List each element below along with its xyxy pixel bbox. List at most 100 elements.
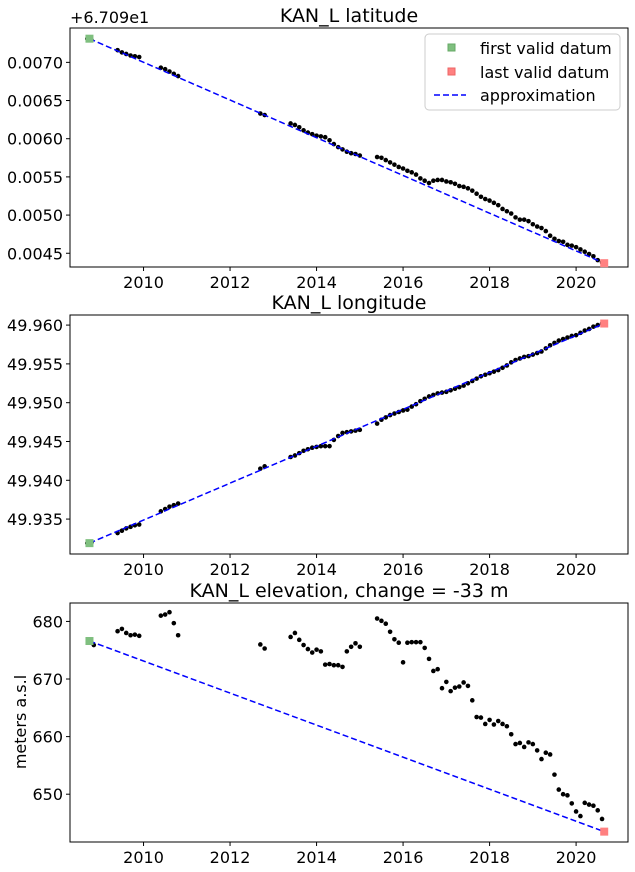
- data-point: [435, 666, 440, 672]
- data-point: [508, 211, 514, 216]
- data-point: [444, 179, 449, 184]
- y-tick-label: 680: [32, 612, 63, 631]
- data-point: [162, 66, 168, 72]
- data-point: [318, 443, 324, 449]
- data-point: [383, 157, 389, 163]
- data-point: [582, 328, 588, 333]
- data-point: [526, 740, 531, 745]
- data-point: [167, 609, 172, 615]
- data-point: [431, 668, 436, 674]
- legend-label-last-valid: last valid datum: [480, 63, 609, 82]
- data-point: [526, 218, 531, 224]
- x-tick-label: 2012: [210, 273, 251, 292]
- plot-area: 2010 2012 2014 2016 2018 2020 650 660 670 680: [32, 609, 609, 867]
- data-point: [396, 164, 402, 170]
- first-valid-datum-marker: [85, 34, 94, 43]
- data-point: [392, 636, 397, 642]
- data-point: [379, 155, 384, 161]
- data-point: [327, 443, 332, 449]
- data-point: [444, 679, 449, 685]
- data-point: [322, 662, 328, 667]
- data-point: [504, 208, 510, 214]
- data-point: [569, 801, 575, 806]
- data-point: [439, 685, 445, 691]
- data-point: [383, 415, 389, 420]
- data-point: [348, 644, 354, 650]
- data-point: [392, 411, 397, 416]
- x-tick-label: 2018: [469, 273, 510, 292]
- y-tick-label: 49.935: [7, 510, 63, 529]
- y-tick-label: 49.940: [7, 471, 63, 490]
- legend-label-approximation: approximation: [480, 86, 596, 105]
- data-point: [530, 741, 536, 747]
- y-tick-label: 49.945: [7, 432, 63, 451]
- data-point: [586, 251, 592, 257]
- data-point: [448, 179, 453, 185]
- data-point: [418, 176, 423, 181]
- chart-title: KAN_L longitude: [272, 292, 427, 314]
- first-valid-datum-marker: [85, 539, 94, 548]
- x-tick-label: 2012: [210, 560, 251, 579]
- data-point: [573, 244, 579, 250]
- data-point: [422, 645, 427, 651]
- data-point: [409, 170, 415, 175]
- data-point: [578, 813, 583, 819]
- data-point: [383, 621, 389, 627]
- legend-swatch-last-valid: [447, 67, 456, 76]
- plot-area: 2010 2012 2014 2016 2018 2020 0.0045 0.0050 0.00…: [7, 34, 609, 292]
- data-point: [301, 448, 306, 454]
- data-point: [439, 177, 445, 183]
- data-point: [469, 698, 475, 703]
- plot-frame: [69, 602, 629, 843]
- data-point: [396, 640, 402, 646]
- data-point: [322, 443, 328, 449]
- data-point: [513, 215, 518, 220]
- data-point: [552, 236, 557, 242]
- data-point: [565, 335, 570, 340]
- data-point: [495, 718, 501, 724]
- data-point: [487, 717, 492, 723]
- data-point: [478, 715, 484, 720]
- data-point: [379, 618, 384, 624]
- data-point: [539, 756, 544, 762]
- data-point: [482, 721, 488, 727]
- data-point: [482, 372, 488, 378]
- data-point: [318, 649, 324, 654]
- x-tick-label: 2014: [296, 848, 337, 867]
- data-point: [452, 685, 458, 690]
- data-point: [461, 680, 466, 685]
- data-point: [344, 649, 350, 654]
- data-point: [517, 740, 523, 746]
- data-point: [478, 194, 484, 200]
- y-tick-label: 49.955: [7, 355, 63, 374]
- data-point: [413, 172, 419, 177]
- x-tick-label: 2018: [469, 560, 510, 579]
- data-point: [175, 501, 181, 506]
- data-point: [582, 800, 588, 806]
- data-point: [465, 683, 471, 689]
- x-tick-label: 2020: [556, 273, 597, 292]
- data-point: [405, 168, 410, 174]
- y-tick-label: 49.950: [7, 394, 63, 413]
- plot-frame: [69, 27, 629, 268]
- y-tick-label: 0.0060: [7, 130, 63, 149]
- data-point: [569, 243, 575, 248]
- approximation-line: [89, 640, 605, 833]
- data-point: [374, 154, 380, 160]
- chart-title: KAN_L elevation, change = -33 m: [190, 580, 509, 602]
- data-point: [387, 160, 393, 165]
- data-point: [258, 466, 263, 471]
- y-offset-text: +6.709e1: [70, 8, 149, 27]
- data-point: [322, 134, 328, 140]
- data-point: [158, 613, 164, 618]
- legend: first valid datum last valid datum appro…: [424, 33, 621, 111]
- x-tick-label: 2012: [210, 848, 251, 867]
- y-tick-label: 49.960: [7, 316, 63, 335]
- data-point: [331, 662, 337, 668]
- data-point: [500, 206, 505, 212]
- data-point: [128, 632, 133, 638]
- data-point: [327, 137, 332, 143]
- data-point: [521, 217, 527, 222]
- data-point: [305, 646, 311, 652]
